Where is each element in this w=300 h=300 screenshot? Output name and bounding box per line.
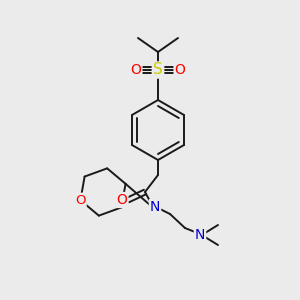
Text: O: O <box>117 193 128 207</box>
Text: S: S <box>153 62 163 77</box>
Text: O: O <box>175 63 185 77</box>
Text: O: O <box>130 63 141 77</box>
Text: N: N <box>150 200 160 214</box>
Text: O: O <box>75 194 86 207</box>
Text: N: N <box>195 228 205 242</box>
